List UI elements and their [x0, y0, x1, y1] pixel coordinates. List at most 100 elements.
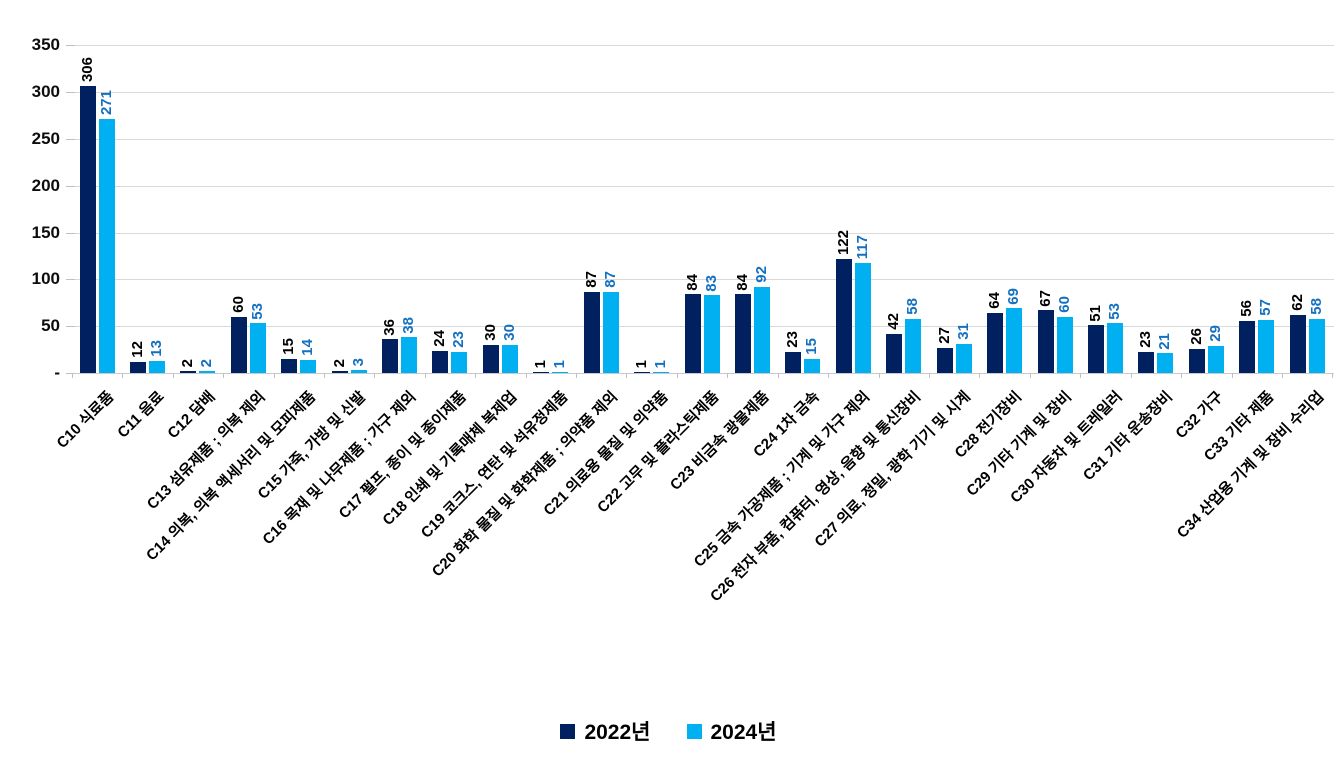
y-axis-label: 350 — [31, 35, 60, 55]
bar-2022 — [432, 350, 449, 373]
value-label-2022: 2 — [330, 358, 348, 368]
bar-2024 — [451, 351, 468, 373]
value-label-2022: 24 — [431, 329, 449, 347]
x-axis-tick — [1332, 373, 1334, 378]
value-label-2022: 23 — [784, 330, 802, 348]
y-axis-tick — [66, 232, 75, 234]
x-axis-tick — [828, 373, 830, 378]
x-axis-tick — [1080, 373, 1082, 378]
bar-2024 — [98, 119, 115, 373]
bar-2022 — [1188, 348, 1205, 373]
value-label-2024: 83 — [702, 274, 720, 292]
x-axis-tick — [676, 373, 678, 378]
x-axis-tick — [626, 373, 628, 378]
x-axis-tick — [727, 373, 729, 378]
bar-2024 — [249, 323, 266, 373]
bar-2022 — [936, 347, 953, 373]
legend-swatch-2024 — [686, 723, 702, 739]
bar-2024 — [501, 344, 518, 373]
value-label-2022: 15 — [280, 338, 298, 355]
legend-label-2024: 2024년 — [710, 721, 777, 744]
value-label-2024: 57 — [1257, 298, 1275, 316]
x-axis-tick — [122, 373, 124, 378]
gridline — [75, 138, 1334, 140]
value-label-2022: 122 — [834, 229, 852, 255]
bar-2024 — [401, 337, 417, 373]
y-axis-tick — [66, 138, 75, 140]
value-label-2022: 1 — [532, 359, 550, 368]
x-axis-tick — [475, 373, 477, 378]
value-label-2022: 62 — [1288, 294, 1306, 311]
value-label-2022: 64 — [986, 292, 1004, 309]
x-axis-tick — [525, 373, 527, 378]
bar-2022 — [382, 339, 398, 373]
y-axis-tick — [66, 373, 75, 374]
bar-2022 — [1138, 351, 1155, 373]
value-label-2022: 84 — [734, 273, 751, 291]
legend: 2022년 2024년 — [0, 716, 1337, 746]
value-label-2022: 67 — [1036, 289, 1054, 307]
value-label-2022: 56 — [1238, 299, 1256, 317]
value-label-2024: 1 — [652, 359, 670, 368]
value-label-2024: 31 — [954, 323, 972, 340]
legend-swatch-2022 — [560, 723, 576, 739]
x-axis-tick — [1029, 373, 1031, 378]
value-label-2024: 21 — [1156, 332, 1174, 350]
x-axis-tick — [1181, 373, 1182, 378]
x-axis-tick — [71, 373, 73, 378]
value-label-2024: 3 — [349, 357, 367, 367]
bar-2022 — [835, 258, 852, 373]
bar-2022 — [684, 294, 701, 373]
value-label-2022: 36 — [381, 318, 398, 336]
bar-2022 — [533, 372, 550, 373]
y-axis-label: 300 — [31, 81, 60, 101]
bar-2024 — [1308, 318, 1325, 373]
value-label-2024: 13 — [147, 340, 165, 357]
bar-2022 — [482, 344, 499, 373]
bar-2022 — [79, 86, 96, 373]
value-label-2024: 38 — [400, 316, 417, 334]
x-axis-tick — [323, 373, 325, 378]
gridline — [75, 185, 1334, 187]
bar-2022 — [129, 361, 146, 373]
x-axis-tick — [1281, 373, 1283, 378]
bar-2024 — [804, 358, 821, 373]
value-label-2024: 30 — [500, 324, 518, 341]
y-axis-tick — [66, 279, 75, 281]
bar-2024 — [754, 286, 770, 373]
value-label-2024: 23 — [450, 330, 468, 348]
bar-2024 — [602, 291, 619, 373]
value-label-2024: 1 — [551, 359, 569, 368]
value-label-2024: 58 — [1307, 298, 1325, 315]
value-label-2024: 2 — [198, 358, 216, 368]
bar-2022 — [180, 371, 197, 373]
category-label-text: C11 음료 — [114, 388, 168, 442]
value-label-2022: 12 — [128, 341, 146, 358]
bar-2024 — [955, 344, 972, 373]
y-axis-label: 250 — [31, 128, 60, 148]
y-axis-tick — [66, 91, 75, 93]
category-label-text: C31 기타 운송장비 — [1080, 388, 1176, 485]
value-label-2024: 53 — [1105, 302, 1123, 320]
bar-2024 — [854, 263, 871, 373]
bar-2022 — [230, 316, 247, 373]
bar-2024 — [300, 359, 317, 373]
x-axis-tick — [172, 373, 174, 378]
x-axis-tick — [374, 373, 376, 378]
x-axis-tick — [1130, 373, 1132, 378]
y-axis-label: 50 — [41, 316, 60, 336]
bar-2022 — [987, 313, 1004, 373]
gridline — [75, 232, 1334, 234]
y-axis-tick — [66, 326, 75, 328]
x-axis-tick — [424, 373, 426, 378]
legend-item-2022: 2022년 — [560, 716, 651, 746]
value-label-2024: 117 — [853, 235, 871, 260]
bar-2022 — [735, 294, 751, 373]
bar-2022 — [1289, 314, 1306, 373]
y-axis-tick — [66, 185, 75, 187]
value-label-2022: 84 — [683, 273, 701, 291]
value-label-2024: 29 — [1206, 325, 1224, 342]
bar-2024 — [703, 295, 720, 373]
x-axis-tick — [878, 373, 880, 378]
